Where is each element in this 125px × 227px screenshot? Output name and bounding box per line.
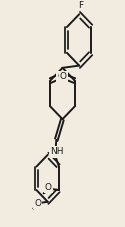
Text: O: O	[57, 72, 64, 81]
Text: O: O	[34, 199, 41, 208]
Text: O: O	[60, 72, 67, 81]
Text: O: O	[45, 183, 52, 192]
Text: F: F	[78, 1, 83, 10]
Text: NH: NH	[50, 148, 64, 156]
